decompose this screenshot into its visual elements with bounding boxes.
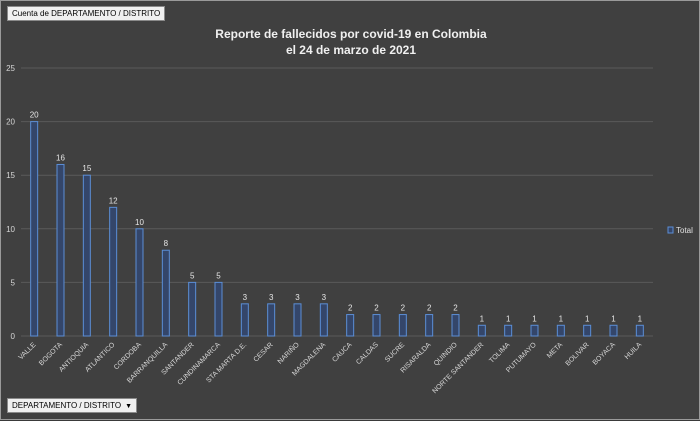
data-label: 3 (243, 293, 248, 302)
data-label: 1 (559, 314, 564, 323)
bar[interactable] (293, 303, 302, 337)
legend-swatch (667, 226, 674, 234)
bar[interactable] (635, 324, 644, 337)
x-tick-label: NARIÑO (275, 340, 301, 366)
data-label: 1 (585, 314, 590, 323)
y-tick-label: 10 (6, 225, 15, 234)
bar[interactable] (346, 314, 355, 337)
bar[interactable] (372, 314, 381, 337)
data-label: 8 (164, 239, 169, 248)
x-tick-label: BOYACA (592, 341, 617, 366)
data-label: 2 (401, 304, 406, 313)
x-tick-label: SUCRE (384, 341, 407, 364)
legend-label: Total (676, 226, 693, 235)
bar[interactable] (398, 314, 407, 337)
bar[interactable] (135, 228, 144, 337)
y-tick-label: 20 (6, 118, 15, 127)
data-label: 5 (216, 271, 221, 280)
bar[interactable] (56, 163, 65, 337)
bar[interactable] (214, 281, 223, 337)
x-tick-label: CAUCA (331, 341, 354, 364)
x-tick-label: BOLIVAR (565, 341, 591, 367)
bar[interactable] (30, 121, 39, 337)
bar[interactable] (609, 324, 618, 337)
y-tick-label: 15 (6, 171, 15, 180)
data-label: 16 (56, 153, 65, 162)
x-tick-label: CALDAS (355, 341, 380, 366)
x-tick-label: VALLE (18, 341, 38, 361)
bar[interactable] (240, 303, 249, 337)
bar[interactable] (504, 324, 513, 337)
chart-title: Reporte de fallecidos por covid-19 en Co… (215, 27, 487, 41)
x-tick-label: NORTE SANTANDER (432, 341, 486, 395)
data-labels: 20 16 15 12 10 8 5 5 3 3 3 3 2 2 2 2 2 1 1 1 1 1 1 1 (30, 111, 643, 324)
data-label: 1 (611, 314, 616, 323)
x-tick-label: BOGOTA (38, 341, 64, 367)
value-field-button[interactable]: Cuenta de DEPARTAMENTO / DISTRITO (7, 6, 166, 21)
data-label: 1 (480, 314, 485, 323)
data-label: 3 (322, 293, 327, 302)
bars (30, 121, 644, 337)
x-tick-label: HUILA (624, 341, 644, 361)
y-tick-label: 0 (11, 332, 16, 341)
data-label: 1 (506, 314, 511, 323)
axis-field-dropdown[interactable]: DEPARTAMENTO / DISTRITO ▼ (7, 398, 137, 413)
bar[interactable] (556, 324, 565, 337)
x-tick-label: TOLIMA (488, 341, 512, 365)
data-label: 1 (638, 314, 643, 323)
x-tick-label: META (546, 341, 565, 360)
data-label: 1 (532, 314, 537, 323)
data-label: 2 (427, 304, 432, 313)
data-label: 12 (109, 196, 118, 205)
data-label: 2 (348, 304, 353, 313)
axis-field-label: DEPARTAMENTO / DISTRITO (12, 401, 122, 410)
bar[interactable] (530, 324, 539, 337)
data-label: 15 (82, 164, 91, 173)
data-label: 3 (269, 293, 274, 302)
x-axis: VALLE BOGOTAANTIOQUIAATLANTICOCORDOBABARR… (18, 340, 644, 396)
y-tick-label: 25 (6, 64, 15, 73)
data-label: 10 (135, 218, 144, 227)
y-tick-label: 5 (11, 278, 16, 287)
bar[interactable] (583, 324, 592, 337)
data-label: 2 (374, 304, 379, 313)
data-label: 20 (30, 111, 39, 120)
bar[interactable] (425, 314, 434, 337)
bar[interactable] (188, 281, 197, 337)
bar[interactable] (82, 174, 91, 337)
bar[interactable] (451, 314, 460, 337)
legend: Total (667, 226, 693, 235)
bar[interactable] (161, 249, 170, 337)
bar[interactable] (267, 303, 276, 337)
y-axis: 0 5 10 15 20 25 (6, 64, 15, 341)
gridlines (21, 67, 653, 337)
data-label: 3 (295, 293, 300, 302)
x-tick-label: CESAR (253, 341, 275, 363)
data-label: 2 (453, 304, 458, 313)
chart-subtitle: el 24 de marzo de 2021 (286, 43, 416, 57)
triangle-down-icon[interactable]: ▼ (125, 403, 132, 410)
data-label: 5 (190, 271, 195, 280)
bar[interactable] (109, 206, 118, 337)
x-tick-label: QUINDIO (433, 341, 460, 368)
bar[interactable] (477, 324, 486, 337)
bar[interactable] (319, 303, 328, 337)
